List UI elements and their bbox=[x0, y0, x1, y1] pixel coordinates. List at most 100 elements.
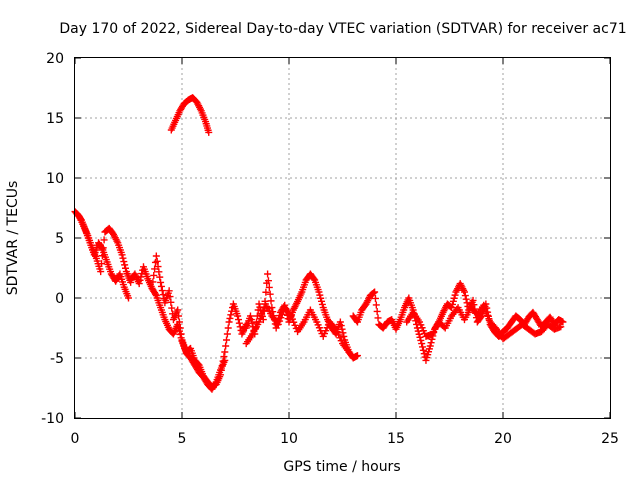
plot-frame bbox=[74, 57, 611, 419]
data-point bbox=[258, 311, 266, 319]
data-point bbox=[247, 316, 255, 324]
y-tick-label: 10 bbox=[46, 171, 64, 187]
data-point bbox=[336, 318, 344, 326]
data-point bbox=[248, 319, 256, 327]
data-point bbox=[221, 348, 229, 356]
data-point bbox=[370, 289, 378, 297]
data-point bbox=[120, 258, 128, 266]
data-point bbox=[156, 273, 164, 281]
data-point bbox=[318, 297, 326, 305]
data-point bbox=[225, 318, 233, 326]
data-point bbox=[353, 352, 361, 360]
data-point bbox=[137, 273, 145, 281]
data-point bbox=[371, 294, 379, 302]
data-points bbox=[71, 94, 567, 393]
data-point bbox=[97, 268, 105, 276]
data-point bbox=[484, 311, 492, 319]
data-point bbox=[481, 305, 489, 313]
data-point bbox=[174, 306, 182, 314]
data-point bbox=[100, 236, 108, 244]
data-point bbox=[419, 346, 427, 354]
y-tick-labels: -10 -5 0 5 10 15 20 bbox=[41, 51, 64, 427]
x-tick-label: 10 bbox=[280, 431, 298, 447]
data-point bbox=[264, 277, 272, 285]
data-point bbox=[227, 311, 235, 319]
data-point bbox=[480, 301, 488, 309]
x-tick-label: 25 bbox=[601, 431, 619, 447]
data-point bbox=[157, 282, 165, 290]
series-track-d bbox=[148, 284, 229, 393]
series-track-e bbox=[167, 94, 213, 136]
data-point bbox=[174, 320, 182, 328]
series-track-h bbox=[349, 280, 567, 364]
chart-title: Day 170 of 2022, Sidereal Day-to-day VTE… bbox=[59, 21, 626, 37]
x-tick-labels: 0 5 10 15 20 25 bbox=[71, 431, 619, 447]
data-point bbox=[451, 291, 459, 299]
data-point bbox=[288, 315, 296, 323]
data-point bbox=[256, 314, 264, 322]
gridlines bbox=[75, 58, 610, 418]
data-point bbox=[165, 287, 173, 295]
data-point bbox=[448, 300, 456, 308]
data-point bbox=[259, 307, 267, 315]
data-point bbox=[374, 314, 382, 322]
data-point bbox=[118, 251, 126, 259]
data-point bbox=[136, 276, 144, 284]
data-point bbox=[154, 263, 162, 271]
data-point bbox=[226, 314, 234, 322]
data-point bbox=[268, 304, 276, 312]
data-point bbox=[372, 301, 380, 309]
data-point bbox=[149, 278, 157, 286]
data-point bbox=[234, 312, 242, 320]
series-track-g bbox=[242, 300, 353, 356]
x-tick-label: 0 bbox=[71, 431, 80, 447]
data-point bbox=[338, 325, 346, 333]
data-point bbox=[255, 300, 263, 308]
y-tick-label: 20 bbox=[46, 51, 64, 67]
data-point bbox=[420, 350, 428, 358]
x-tick-label: 20 bbox=[494, 431, 512, 447]
data-point bbox=[449, 297, 457, 305]
data-point bbox=[291, 321, 299, 329]
data-point bbox=[151, 290, 159, 298]
data-point bbox=[417, 336, 425, 344]
x-axis-label: GPS time / hours bbox=[283, 459, 400, 475]
series-track-c bbox=[127, 252, 250, 391]
data-point bbox=[340, 332, 348, 340]
data-point bbox=[448, 304, 456, 312]
data-point bbox=[166, 293, 174, 301]
data-point bbox=[176, 330, 184, 338]
data-point bbox=[277, 314, 285, 322]
y-tick-label: 0 bbox=[55, 291, 64, 307]
data-point bbox=[317, 294, 325, 302]
data-point bbox=[175, 312, 183, 320]
data-point bbox=[290, 318, 298, 326]
data-point bbox=[150, 271, 158, 279]
data-point bbox=[98, 245, 106, 253]
data-point bbox=[287, 312, 295, 320]
data-point bbox=[177, 334, 185, 342]
data-point bbox=[278, 310, 286, 318]
data-point bbox=[221, 356, 229, 364]
data-point bbox=[157, 278, 165, 286]
data-point bbox=[159, 291, 167, 299]
data-point bbox=[158, 287, 166, 295]
data-point bbox=[310, 275, 318, 283]
y-tick-label: 15 bbox=[46, 111, 64, 127]
data-point bbox=[119, 254, 127, 262]
y-axis-label: SDTVAR / TECUs bbox=[5, 181, 21, 296]
data-point bbox=[419, 343, 427, 351]
data-point bbox=[175, 324, 183, 332]
data-point bbox=[223, 330, 231, 338]
data-point bbox=[224, 324, 232, 332]
x-tick-label: 15 bbox=[387, 431, 405, 447]
data-point bbox=[153, 257, 161, 265]
y-tick-label: -5 bbox=[50, 351, 64, 367]
x-tick-label: 5 bbox=[178, 431, 187, 447]
data-point bbox=[265, 283, 273, 291]
y-tick-label: 5 bbox=[55, 231, 64, 247]
data-point bbox=[427, 339, 435, 347]
data-point bbox=[255, 318, 263, 326]
data-point bbox=[469, 296, 477, 304]
